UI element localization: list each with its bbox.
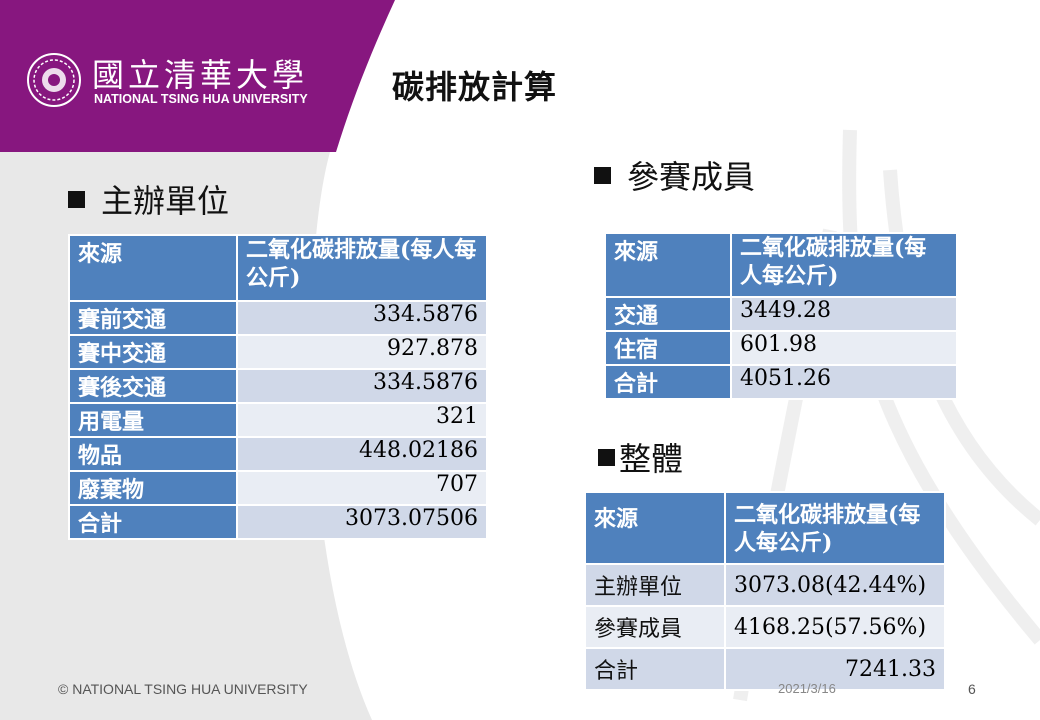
table-row: 主辦單位 3073.08(42.44%) xyxy=(584,563,946,607)
table-row: 參賽成員 4168.25(57.56%) xyxy=(584,605,946,649)
table-header-emission: 二氧化碳排放量(每人每公斤) xyxy=(236,234,488,302)
row-value: 3073.07506 xyxy=(236,504,488,540)
row-label: 物品 xyxy=(68,436,238,472)
footer-copyright: © NATIONAL TSING HUA UNIVERSITY xyxy=(58,681,308,697)
row-value: 4168.25(57.56%) xyxy=(724,605,946,649)
row-label: 交通 xyxy=(604,296,732,332)
table-row: 賽中交通 927.878 xyxy=(68,334,488,370)
organizer-table: 來源 二氧化碳排放量(每人每公斤) 賽前交通 334.5876 賽中交通 927… xyxy=(68,234,488,540)
logo-text-chinese: 國立清華大學 xyxy=(92,56,309,94)
table-header-emission: 二氧化碳排放量(每人每公斤) xyxy=(724,491,946,565)
participants-heading: 參賽成員 xyxy=(594,152,755,198)
table-header-source: 來源 xyxy=(68,234,238,302)
row-label: 用電量 xyxy=(68,402,238,438)
row-value: 3449.28 xyxy=(730,296,958,332)
table-header-emission: 二氧化碳排放量(每人每公斤) xyxy=(730,232,958,298)
table-row: 住宿 601.98 xyxy=(604,330,958,366)
row-label: 賽中交通 xyxy=(68,334,238,370)
logo-text-english: NATIONAL TSING HUA UNIVERSITY xyxy=(94,92,308,106)
overall-table: 來源 二氧化碳排放量(每人每公斤) 主辦單位 3073.08(42.44%) 參… xyxy=(584,491,946,691)
row-label: 廢棄物 xyxy=(68,470,238,506)
row-value: 707 xyxy=(236,470,488,506)
table-header-source: 來源 xyxy=(604,232,732,298)
row-value: 448.02186 xyxy=(236,436,488,472)
overall-heading: 整體 xyxy=(598,434,683,480)
row-value: 334.5876 xyxy=(236,368,488,404)
row-label: 合計 xyxy=(584,647,726,691)
row-label: 參賽成員 xyxy=(584,605,726,649)
bullet-square-icon xyxy=(598,448,615,466)
row-value: 927.878 xyxy=(236,334,488,370)
page-title: 碳排放計算 xyxy=(392,68,558,106)
bullet-square-icon xyxy=(594,166,611,184)
row-label: 合計 xyxy=(604,364,732,400)
organizer-heading: 主辦單位 xyxy=(68,176,229,222)
row-label: 賽後交通 xyxy=(68,368,238,404)
table-row-total: 合計 3073.07506 xyxy=(68,504,488,540)
organizer-heading-text: 主辦單位 xyxy=(101,182,230,220)
row-value: 4051.26 xyxy=(730,364,958,400)
table-row: 物品 448.02186 xyxy=(68,436,488,472)
footer-date: 2021/3/16 xyxy=(778,681,836,696)
row-label: 合計 xyxy=(68,504,238,540)
participants-table: 來源 二氧化碳排放量(每人每公斤) 交通 3449.28 住宿 601.98 合… xyxy=(604,232,958,400)
university-seal-icon xyxy=(27,53,81,107)
footer-page-number: 6 xyxy=(968,681,976,697)
row-label: 住宿 xyxy=(604,330,732,366)
bullet-square-icon xyxy=(68,190,85,208)
row-label: 主辦單位 xyxy=(584,563,726,607)
row-label: 賽前交通 xyxy=(68,300,238,336)
table-row-total: 合計 4051.26 xyxy=(604,364,958,400)
overall-heading-text: 整體 xyxy=(619,440,684,478)
table-row: 賽後交通 334.5876 xyxy=(68,368,488,404)
row-value: 601.98 xyxy=(730,330,958,366)
table-header-source: 來源 xyxy=(584,491,726,565)
row-value: 7241.33 xyxy=(724,647,946,691)
table-row: 交通 3449.28 xyxy=(604,296,958,332)
row-value: 334.5876 xyxy=(236,300,488,336)
table-row: 用電量 321 xyxy=(68,402,488,438)
table-row: 賽前交通 334.5876 xyxy=(68,300,488,336)
row-value: 321 xyxy=(236,402,488,438)
table-row-total: 合計 7241.33 xyxy=(584,647,946,691)
participants-heading-text: 參賽成員 xyxy=(627,158,756,196)
table-row: 廢棄物 707 xyxy=(68,470,488,506)
row-value: 3073.08(42.44%) xyxy=(724,563,946,607)
